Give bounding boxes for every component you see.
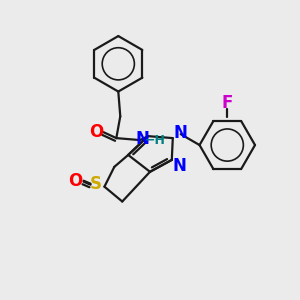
Text: N: N [174, 124, 188, 142]
Text: S: S [89, 175, 101, 193]
Text: −H: −H [145, 134, 165, 147]
Text: N: N [135, 130, 149, 148]
Text: F: F [222, 94, 233, 112]
Text: O: O [69, 172, 83, 190]
Text: N: N [173, 157, 187, 175]
Text: O: O [89, 123, 103, 141]
